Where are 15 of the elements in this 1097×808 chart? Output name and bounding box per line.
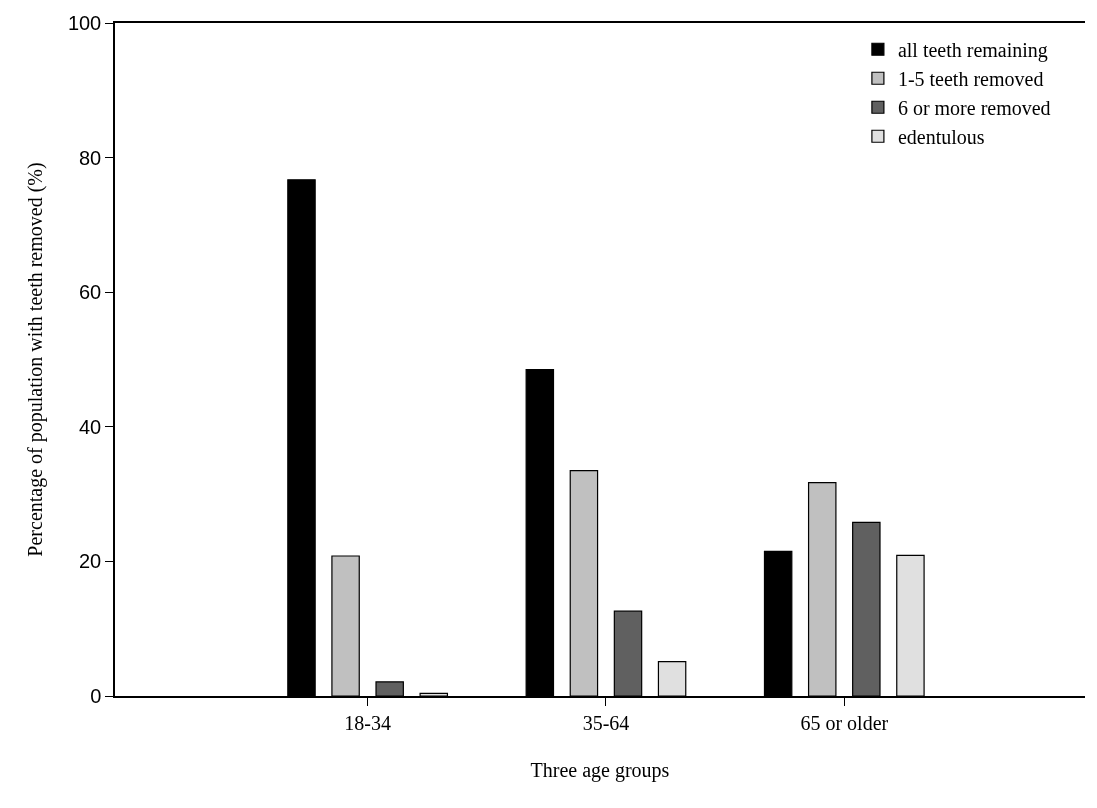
x-tick-label: 35-64 — [582, 711, 630, 734]
y-tick-label: 40 — [79, 415, 102, 438]
legend-label: all teeth remaining — [897, 39, 1048, 63]
y-axis-title: Percentage of population with teeth removed (%) — [23, 162, 47, 557]
x-axis-title: Three age groups — [530, 758, 670, 782]
y-tick-label: 60 — [79, 281, 102, 304]
legend-label: 6 or more removed — [897, 97, 1051, 120]
y-tick-label: 100 — [67, 12, 102, 34]
y-tick-label: 20 — [79, 550, 102, 573]
x-tick-label: 18-34 — [344, 711, 391, 734]
legend-label: 1-5 teeth removed — [897, 68, 1044, 91]
legend-label: edentulous — [897, 126, 985, 149]
y-tick-label: 80 — [79, 146, 102, 169]
y-tick-label: 0 — [90, 685, 102, 707]
x-tick-label: 65 or older — [800, 711, 889, 734]
